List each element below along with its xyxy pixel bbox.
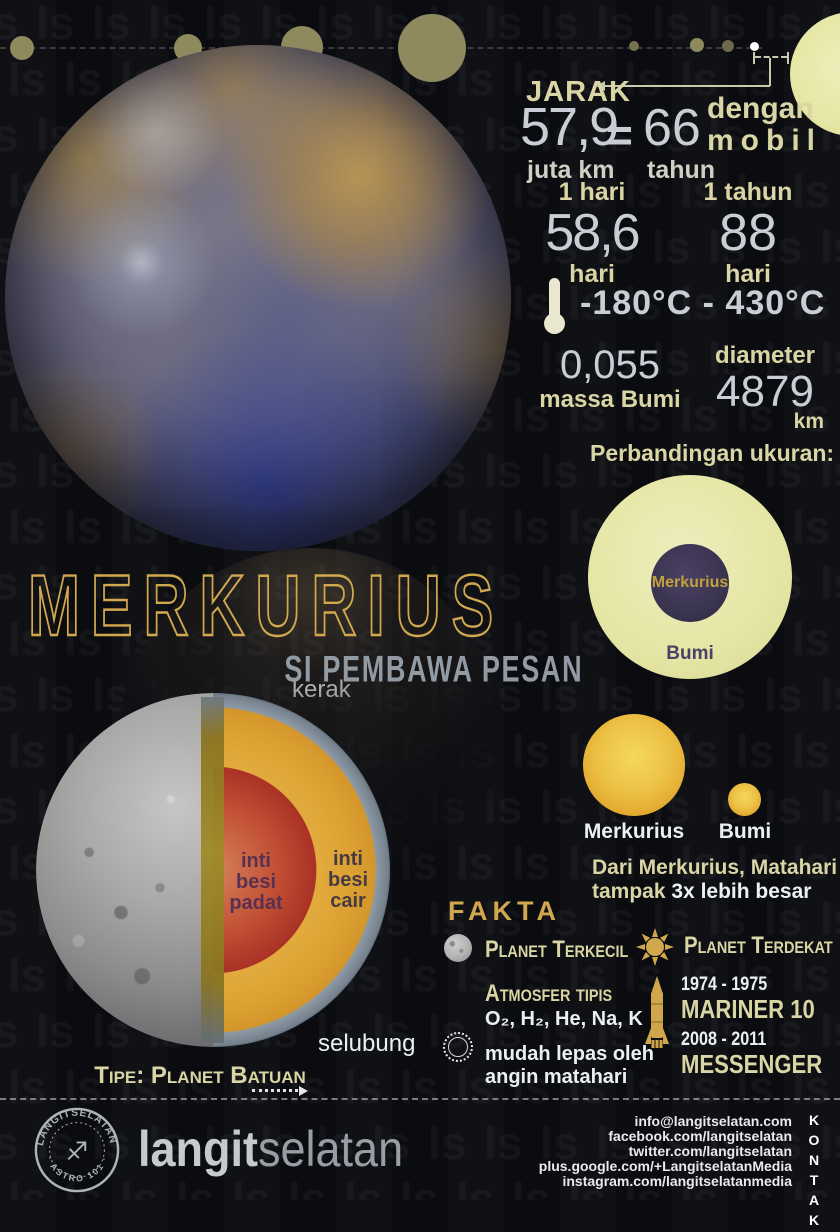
rotation-value: 58,6: [545, 204, 640, 262]
mission-name: MARINER 10: [681, 994, 815, 1024]
mercury-planet-image: [5, 45, 511, 551]
missions-list: 1974 - 1975 MARINER 10 2008 - 2011 MESSE…: [681, 974, 840, 1078]
fact-atmosphere: Atmosfer tipis O₂, H₂, He, Na, K mudah l…: [485, 980, 654, 1089]
sun-view-big-label: Merkurius: [583, 820, 685, 843]
car-years-value: 66: [643, 99, 701, 157]
thermometer-icon: [544, 278, 565, 334]
page-title: MERKURIUS: [27, 556, 505, 654]
distance-scale-line: [0, 47, 762, 49]
liquid-core-label: inti besi cair: [327, 848, 369, 912]
size-comparison-heading: Perbandingan ukuran:: [590, 440, 835, 466]
caption-bold: 3x lebih besar: [671, 880, 812, 903]
mass-stat: 0,055 massa Bumi: [538, 344, 682, 414]
diameter-label: diameter: [714, 342, 816, 369]
cutaway-layers: [213, 693, 390, 1047]
distance-value: 57,9: [520, 97, 619, 157]
contact-googleplus: plus.google.com/+LangitselatanMedia: [538, 1158, 792, 1174]
rotation-stat: 1 hari 58,6 hari: [528, 178, 656, 289]
mission-years: 1974 - 1975: [681, 974, 768, 995]
sun-view-caption-line1: Dari Merkurius, Matahari: [592, 856, 838, 879]
orbit-stat: 1 tahun 88 hari: [684, 178, 812, 289]
fact-atmosphere-label: Atmosfer tipis: [485, 980, 613, 1007]
rotation-unit: hari: [569, 260, 615, 289]
sun-from-earth-circle: [728, 783, 761, 816]
distance-label: JARAK: [526, 76, 631, 108]
sun-view-caption-line2: tampak 3x lebih besar: [592, 880, 837, 904]
distance-arrow-line: [604, 85, 770, 87]
footer-divider: [0, 1098, 840, 1100]
sun-from-mercury-circle: [583, 714, 685, 816]
contact-instagram: instagram.com/langitselatanmedia: [562, 1173, 792, 1189]
smallest-planet-icon: [444, 934, 472, 962]
planet-dot-1: [10, 36, 34, 60]
atmosphere-elements: O₂, H₂, He, Na, K: [485, 1008, 643, 1030]
rotation-label: 1 hari: [558, 178, 626, 206]
page-subtitle: SI PEMBAWA PESAN: [284, 648, 584, 690]
sagittarius-archer-icon: ♐: [66, 1138, 89, 1166]
mercury-comparison-circle: Merkurius: [651, 544, 729, 622]
planet-dot-6: [690, 38, 704, 52]
atmosphere-note: mudah lepas oleh angin matahari: [485, 1043, 654, 1088]
distance-bracket: [753, 52, 789, 64]
distance-unit: juta km: [527, 156, 615, 184]
contact-twitter: twitter.com/langitselatan: [628, 1143, 792, 1159]
diameter-stat: diameter 4879 km: [698, 342, 832, 434]
diameter-value: 4879: [716, 367, 814, 416]
planet-dot-7: [722, 40, 734, 52]
orbit-label: 1 tahun: [703, 178, 793, 206]
by-car-line1: dengan: [707, 92, 814, 125]
brand-wordmark: langitselatan: [138, 1120, 403, 1178]
planet-dot-5: [629, 41, 639, 51]
bracket-connector: [769, 58, 771, 86]
by-car-line2: mobil: [707, 124, 822, 157]
temperature-range: -180°C - 430°C: [580, 284, 826, 322]
brand-light-part: selatan: [257, 1121, 404, 1177]
mission-years: 2008 - 2011: [681, 1029, 767, 1050]
closest-planet-sun-icon: [636, 928, 674, 966]
fact-closest-label: Planet Terdekat: [684, 932, 833, 959]
planet-type-label: Tipe: Planet Batuan: [94, 1062, 306, 1089]
mass-label: massa Bumi: [539, 386, 681, 413]
planet-dot-4: [398, 14, 466, 82]
kontak-vertical-label: KONTAK: [806, 1112, 822, 1232]
equals-sign: =: [606, 109, 633, 161]
langitselatan-stamp-logo: LANGITSELATAN · ASTRO 101 · ♐: [34, 1108, 120, 1193]
cutaway-face: [200, 696, 224, 1044]
sun-view-caption: Dari Merkurius, Matahari tampak 3x lebih…: [592, 856, 837, 904]
car-years-unit: tahun: [647, 156, 716, 184]
contact-facebook: facebook.com/langitselatan: [608, 1128, 792, 1144]
caption-plain: tampak: [592, 880, 672, 903]
brand-bold-part: langit: [138, 1121, 258, 1177]
fact-smallest: Planet Terkecil: [485, 936, 654, 964]
orbit-unit: hari: [725, 260, 771, 289]
mission-name: MESSENGER: [681, 1049, 823, 1079]
facts-heading: FAKTA: [448, 896, 561, 926]
contact-email: info@langitselatan.com: [634, 1113, 792, 1129]
earth-circle-label: Bumi: [666, 643, 714, 664]
mercury-circle-label: Merkurius: [651, 574, 729, 591]
solid-core-label: inti besi padat: [229, 850, 283, 914]
diameter-unit: km: [793, 410, 824, 433]
earth-comparison-circle: Merkurius Bumi: [588, 475, 792, 679]
mantle-arrow-icon: [252, 1086, 308, 1096]
rocket-icon: [645, 976, 669, 1048]
contact-list: info@langitselatan.com facebook.com/lang…: [500, 1114, 792, 1189]
sun-view-small-label: Bumi: [718, 820, 772, 843]
atmosphere-icon: [443, 1032, 473, 1062]
fact-closest: Planet Terdekat: [684, 932, 840, 960]
fact-smallest-label: Planet Terkecil: [485, 936, 629, 963]
cross-section-diagram: inti besi padat inti besi cair: [36, 693, 390, 1047]
mercury-dot: [750, 42, 759, 51]
mass-value: 0,055: [559, 343, 661, 387]
orbit-value: 88: [719, 204, 777, 262]
arrow-left-icon: [596, 81, 605, 91]
